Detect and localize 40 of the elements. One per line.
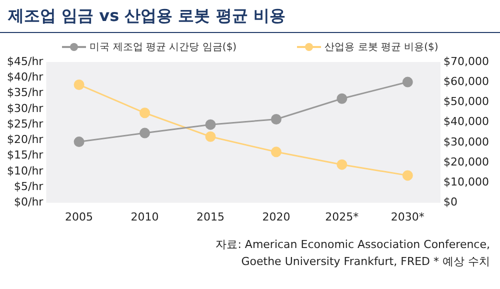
point xyxy=(74,136,84,148)
legend-label: 산업용 로봇 평균 비용($) xyxy=(324,41,438,54)
y2-tick-label: $30,000 xyxy=(444,135,490,148)
x-tick-label: 2010 xyxy=(130,210,159,224)
y2-tick-label: $50,000 xyxy=(444,95,490,108)
chart-title: 제조업 임금 vs 산업용 로봇 평균 비용 xyxy=(8,6,286,27)
y-tick-label: $45/hr xyxy=(6,54,44,68)
point xyxy=(140,108,150,118)
y-tick-label: $10/hr xyxy=(6,164,44,178)
text: 자료: American Economic Association Conference, Goethe University Frankfurt, FRED * 예상 수치 xyxy=(216,237,490,270)
y-tick-label: $5/hr xyxy=(14,180,44,194)
y2-tick-label: $60,000 xyxy=(444,74,490,88)
y-tick-label: $30/hr xyxy=(6,102,44,115)
point xyxy=(205,131,216,142)
y2-tick-label: $20,000 xyxy=(444,155,490,168)
x-tick-label: 2020 xyxy=(262,210,290,224)
point xyxy=(402,170,413,181)
y-tick-label: $0/hr xyxy=(14,196,44,209)
y2-tick-label: $0 xyxy=(444,196,458,209)
point xyxy=(270,114,282,125)
point xyxy=(336,159,348,170)
y-tick-label: $35/hr xyxy=(6,86,44,100)
point xyxy=(402,76,413,88)
y-tick-label: $15/hr xyxy=(6,148,44,162)
y2-tick-label: $40,000 xyxy=(444,115,490,128)
y2-tick-label: $10,000 xyxy=(444,176,490,189)
y2-tick-label: $70,000 xyxy=(444,54,490,68)
y-tick-label: $20/hr xyxy=(6,133,44,146)
y-tick-label: $25/hr xyxy=(6,117,44,130)
point xyxy=(140,128,150,138)
x-tick-label: 2030* xyxy=(390,210,425,224)
point xyxy=(336,93,348,104)
point xyxy=(74,79,84,90)
x-tick-label: 2005 xyxy=(65,210,94,224)
legend-label: 미국 제조업 평균 시간당 임금($) xyxy=(90,41,237,54)
point xyxy=(205,119,216,130)
x-tick-label: 2015 xyxy=(196,210,224,224)
point xyxy=(270,146,282,158)
x-tick-label: 2025* xyxy=(325,210,360,224)
y-tick-label: $40/hr xyxy=(6,70,44,84)
